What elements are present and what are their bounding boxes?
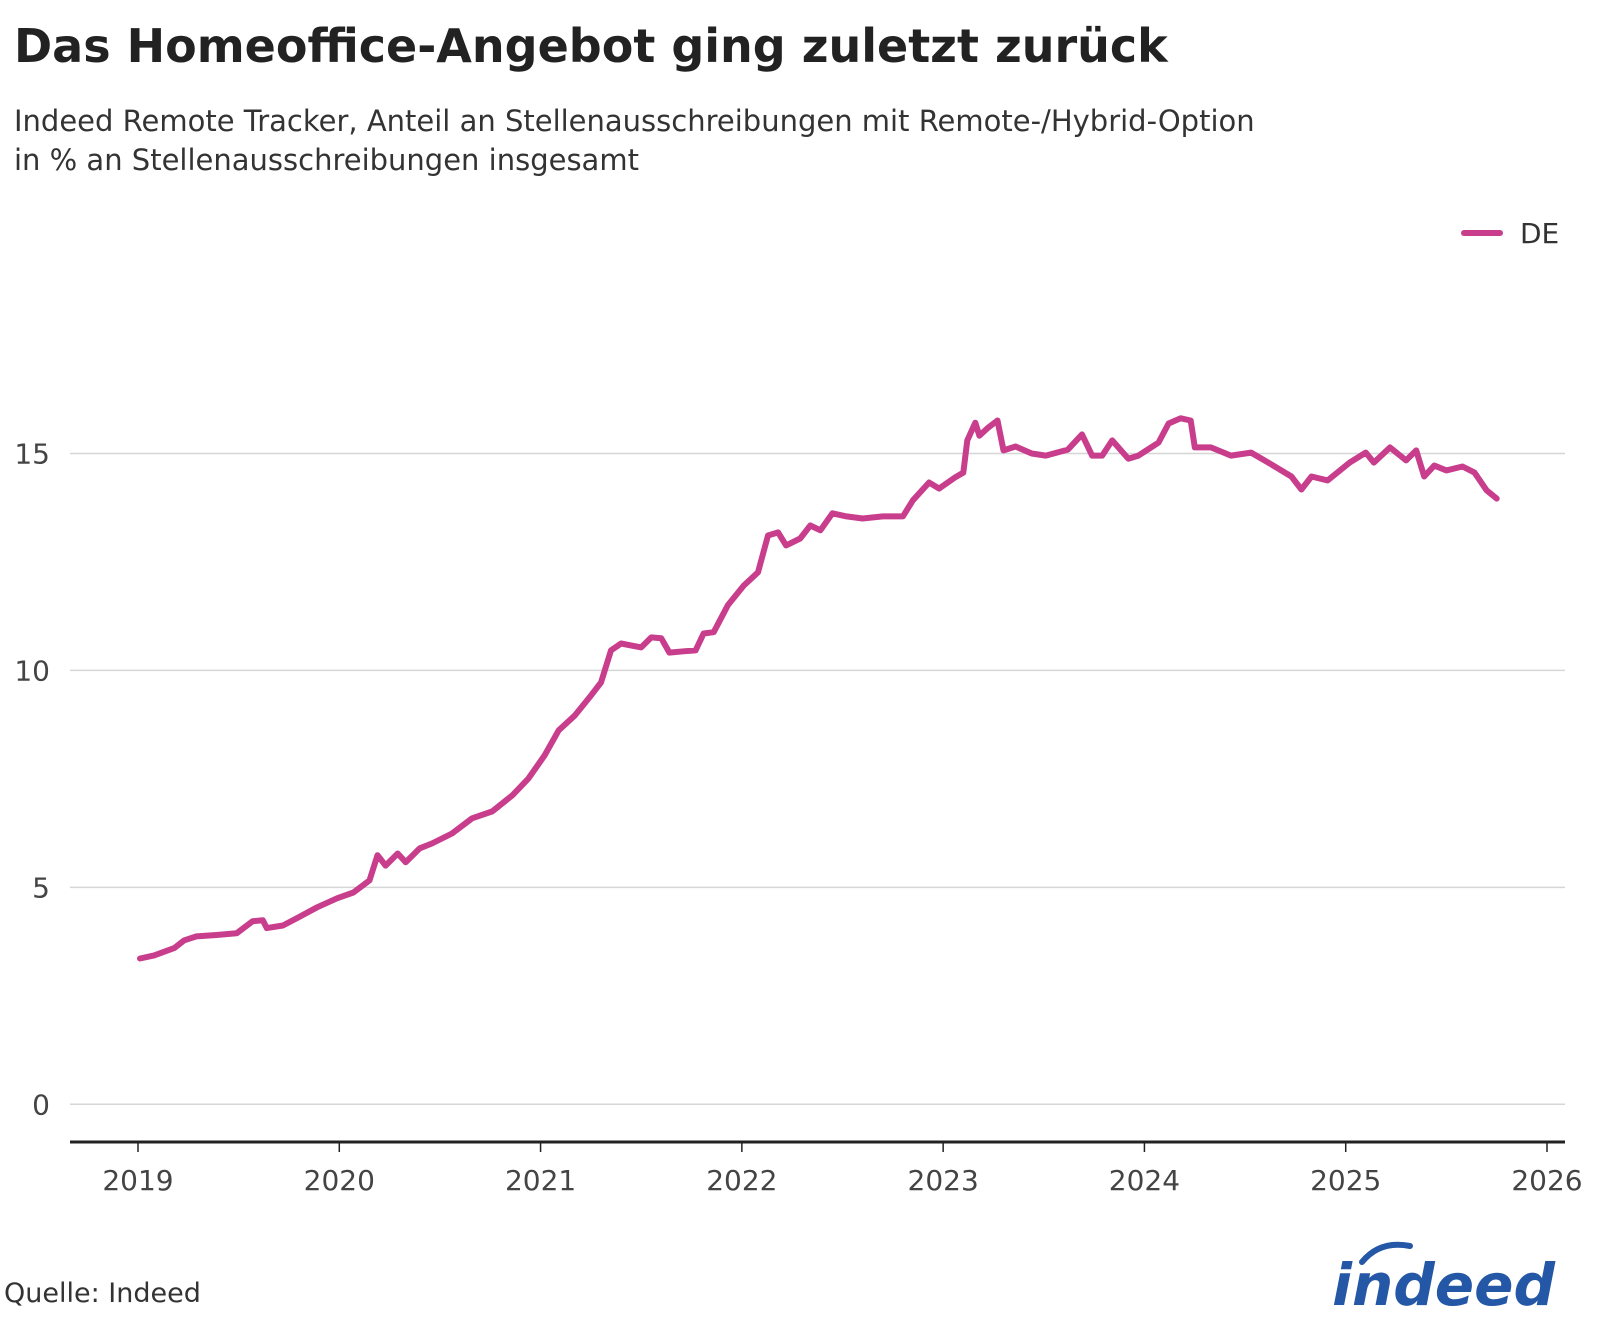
x-tick-label: 2022 [706,1164,777,1197]
legend-label: DE [1520,217,1559,250]
y-tick-label: 15 [14,437,50,470]
x-tick-label: 2019 [102,1164,173,1197]
chart-subtitle: Indeed Remote Tracker, Anteil an Stellen… [14,104,1255,138]
x-tick-label: 2023 [908,1164,979,1197]
logo: indeed [1332,1251,1555,1319]
data-line [137,415,1500,962]
x-tick-label: 2020 [304,1164,375,1197]
chart-title: Das Homeoffice-Angebot ging zuletzt zurü… [14,19,1169,73]
logo-arc [1359,1241,1413,1265]
x-tick-label: 2025 [1310,1164,1381,1197]
y-tick-label: 0 [32,1088,50,1121]
x-tick-label: 2021 [505,1164,576,1197]
chart-subtitle: in % an Stellenausschreibungen insgesamt [14,143,639,177]
y-tick-label: 10 [14,654,50,687]
y-tick-label: 5 [32,871,50,904]
source: Quelle: Indeed [4,1278,201,1309]
x-tick-label: 2026 [1511,1164,1582,1197]
x-tick-label: 2024 [1109,1164,1180,1197]
